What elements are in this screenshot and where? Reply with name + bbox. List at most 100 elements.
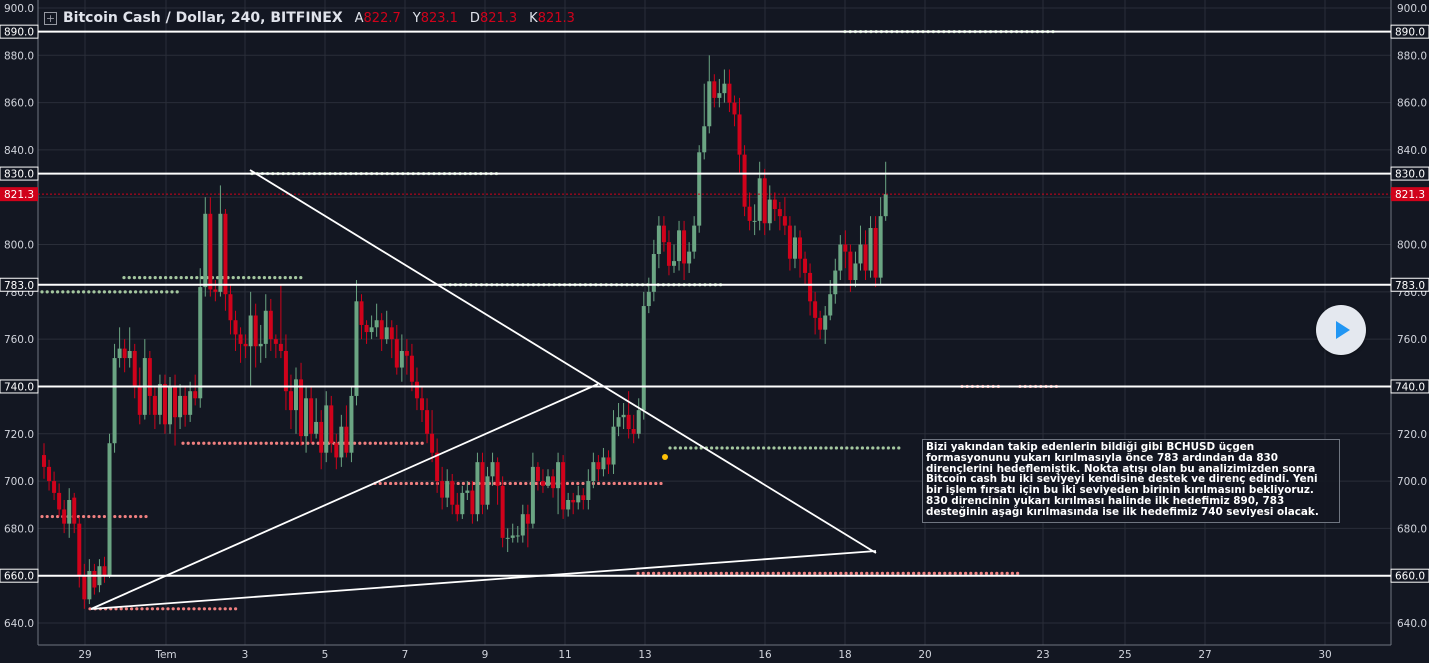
- pivot-dot: [358, 441, 362, 445]
- pivot-dot: [503, 481, 507, 486]
- pivot-dot: [880, 571, 885, 575]
- pivot-dot: [405, 441, 409, 445]
- pivot-dot: [870, 571, 874, 575]
- pivot-dot: [430, 481, 434, 486]
- candle-body: [349, 395, 354, 453]
- play-button[interactable]: [1316, 305, 1366, 355]
- pivot-dot: [508, 481, 512, 486]
- pivot-dot: [652, 571, 656, 575]
- high-label: Y: [412, 10, 421, 26]
- pivot-dot: [597, 481, 601, 486]
- candle-body: [344, 426, 349, 453]
- pivot-dot: [788, 446, 792, 450]
- level-tag-left: [0, 24, 39, 39]
- current-price-tag-left: [0, 187, 38, 202]
- pivot-dot: [223, 441, 227, 445]
- pivot-dot: [368, 441, 372, 445]
- candle-body: [556, 462, 561, 489]
- pivot-dot: [456, 481, 460, 486]
- pivot-dot: [840, 446, 844, 450]
- pivot-dot: [881, 446, 885, 450]
- pivot-dot: [50, 514, 55, 519]
- pivot-dot: [170, 290, 174, 294]
- pivot-dot: [720, 446, 724, 450]
- marker-dot: [662, 454, 668, 460]
- high-value: 823.1: [420, 10, 458, 26]
- y-tick-label-right: 800.0: [1397, 240, 1427, 252]
- candle-body: [314, 421, 319, 434]
- pivot-dot: [938, 571, 942, 575]
- pivot-dot: [782, 446, 787, 450]
- pivot-dot: [123, 290, 127, 294]
- candle-body: [62, 509, 67, 524]
- pivot-dot: [82, 290, 86, 294]
- pivot-dot: [156, 607, 160, 611]
- pivot-dot: [668, 446, 672, 450]
- pivot-dot: [571, 481, 575, 486]
- pivot-dot: [128, 290, 132, 294]
- candle-body: [379, 320, 384, 340]
- candle-body: [722, 83, 727, 94]
- triangle-bottom-line: [90, 550, 877, 610]
- pivot-dot: [45, 514, 49, 519]
- candle-body: [772, 199, 777, 210]
- level-tag-label-left: 740.0: [4, 381, 34, 393]
- candle-body: [591, 462, 596, 482]
- y-tick-label-right: 840.0: [1397, 145, 1427, 157]
- pivot-dot: [643, 481, 648, 486]
- pivot-dot: [871, 446, 875, 450]
- pivot-dot: [917, 571, 921, 575]
- pivot-dot: [187, 607, 191, 611]
- level-tag-label-left: 830.0: [4, 169, 34, 181]
- candle-body: [757, 178, 762, 221]
- pivot-dot: [714, 571, 718, 575]
- pivot-dot: [839, 571, 843, 575]
- pivot-dot: [672, 571, 677, 575]
- x-tick-label: Tem: [154, 649, 176, 661]
- pivot-dot: [906, 571, 911, 575]
- pivot-dot: [149, 290, 153, 294]
- pivot-dot: [197, 607, 201, 611]
- candle-body: [878, 216, 883, 278]
- pivot-dot: [534, 481, 538, 486]
- pivot-dot: [259, 441, 263, 445]
- pivot-dot: [657, 571, 661, 575]
- candle-body: [742, 154, 747, 207]
- candle-body: [203, 213, 208, 288]
- pivot-dot: [373, 441, 377, 445]
- pivot-dot: [730, 446, 735, 450]
- pivot-dot: [974, 571, 978, 575]
- pivot-dot: [875, 571, 879, 575]
- pivot-dot: [866, 446, 870, 450]
- pivot-dot: [602, 481, 606, 486]
- candle-body: [173, 386, 178, 418]
- pivot-dot: [693, 571, 697, 575]
- candle-body: [581, 495, 586, 500]
- candle-body: [278, 343, 283, 351]
- candle-body: [309, 398, 314, 434]
- pivot-dot: [813, 571, 817, 575]
- candle-body: [692, 225, 697, 252]
- level-tag-left: [0, 568, 39, 583]
- pivot-dot: [113, 290, 117, 294]
- expand-icon[interactable]: +: [44, 11, 57, 25]
- pivot-dot: [71, 290, 75, 294]
- current-price-label-right: 821.3: [1395, 189, 1425, 201]
- candle-body: [304, 398, 309, 437]
- pivot-dot: [912, 571, 916, 575]
- pivot-dot: [399, 441, 403, 445]
- candle-body: [440, 481, 445, 498]
- pivot-dot: [420, 441, 424, 445]
- analysis-note[interactable]: Bizi yakından takip edenlerin bildiği gi…: [922, 439, 1340, 523]
- pivot-dot: [92, 514, 96, 519]
- pivot-dot: [750, 571, 755, 575]
- pivot-dot: [40, 514, 44, 519]
- pivot-dot: [741, 446, 745, 450]
- pivot-dot: [175, 290, 179, 294]
- pivot-dot: [901, 571, 905, 575]
- pivot-dot: [828, 571, 833, 575]
- candle-body: [52, 481, 57, 493]
- pivot-dot: [793, 446, 797, 450]
- pivot-dot: [932, 571, 937, 575]
